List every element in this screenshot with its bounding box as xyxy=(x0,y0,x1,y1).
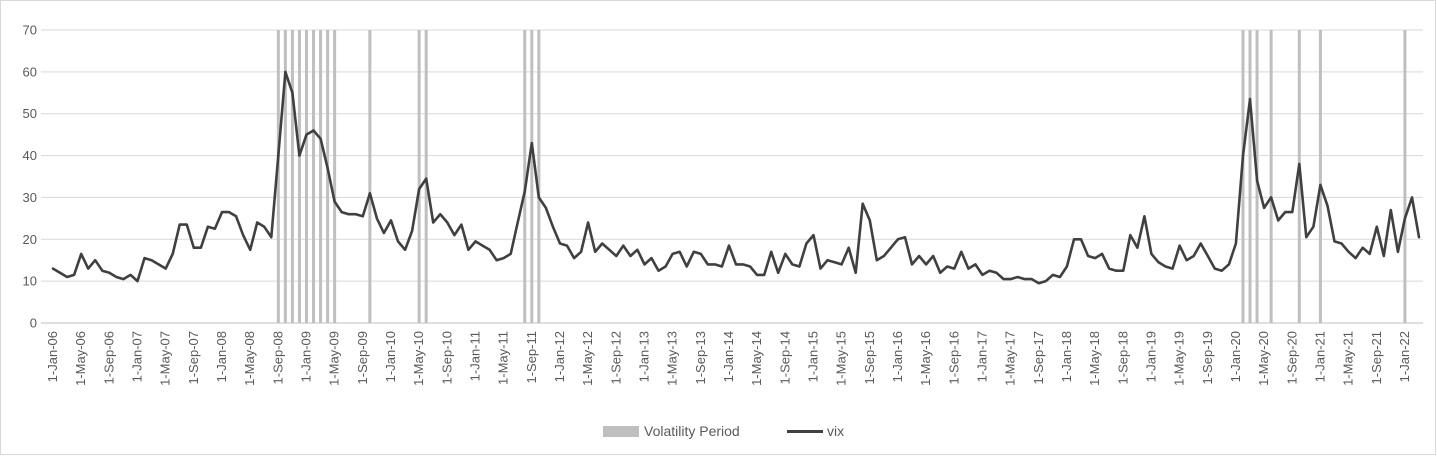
y-tick-label: 40 xyxy=(23,148,37,163)
x-tick-label: 1-Jan-16 xyxy=(890,331,905,382)
x-tick-label: 1-Sep-06 xyxy=(101,331,116,384)
x-tick-label: 1-Jan-18 xyxy=(1059,331,1074,382)
x-tick-label: 1-May-10 xyxy=(411,331,426,386)
x-tick-label: 1-May-13 xyxy=(665,331,680,386)
y-tick-label: 70 xyxy=(23,23,37,38)
x-tick-label: 1-Sep-11 xyxy=(524,331,539,384)
x-tick-label: 1-Jan-06 xyxy=(45,331,60,382)
x-tick-label: 1-Jan-17 xyxy=(974,331,989,382)
volatility-period-bar xyxy=(537,30,541,323)
x-tick-label: 1-Jan-10 xyxy=(383,331,398,382)
x-tick-label: 1-May-20 xyxy=(1256,331,1271,386)
x-tick-label: 1-May-15 xyxy=(834,331,849,386)
x-tick-label: 1-Sep-15 xyxy=(862,331,877,384)
legend-label-vix: vix xyxy=(827,423,844,439)
volatility-period-bar xyxy=(368,30,372,323)
x-tick-label: 1-May-21 xyxy=(1341,331,1356,386)
volatility-period-bar xyxy=(1248,30,1252,323)
y-tick-label: 30 xyxy=(23,190,37,205)
x-tick-label: 1-May-12 xyxy=(580,331,595,386)
x-tick-label: 1-May-11 xyxy=(496,331,511,385)
x-tick-label: 1-May-17 xyxy=(1003,331,1018,386)
legend-swatch-volatility-period xyxy=(603,426,639,437)
volatility-period-bar xyxy=(333,30,337,323)
x-tick-label: 1-Sep-17 xyxy=(1031,331,1046,384)
x-tick-label: 1-Jan-09 xyxy=(298,331,313,382)
volatility-period-bar xyxy=(1403,30,1407,323)
x-tick-label: 1-Sep-12 xyxy=(608,331,623,384)
volatility-period-bar xyxy=(290,30,294,323)
y-tick-label: 0 xyxy=(30,316,37,331)
x-tick-label: 1-May-07 xyxy=(158,331,173,386)
volatility-period-bar xyxy=(1241,30,1245,323)
x-tick-label: 1-May-16 xyxy=(918,331,933,386)
x-tick-label: 1-Jan-19 xyxy=(1143,331,1158,382)
line-layer xyxy=(51,70,1421,285)
volatility-period-bar xyxy=(424,30,428,323)
volatility-period-bar xyxy=(297,30,301,323)
volatility-period-bar xyxy=(283,30,287,323)
volatility-period-bar xyxy=(1269,30,1273,323)
volatility-period-bar xyxy=(326,30,330,323)
x-tick-label: 1-May-14 xyxy=(749,331,764,386)
x-tick-label: 1-Jan-12 xyxy=(552,331,567,382)
x-tick-label: 1-May-09 xyxy=(327,331,342,386)
volatility-bars xyxy=(276,30,1407,323)
legend-label-volatility-period: Volatility Period xyxy=(644,423,740,439)
gridlines xyxy=(41,29,1423,324)
x-tick-label: 1-Sep-10 xyxy=(439,331,454,384)
x-tick-label: 1-Sep-21 xyxy=(1369,331,1384,384)
x-tick-label: 1-Sep-18 xyxy=(1115,331,1130,384)
x-tick-label: 1-Sep-13 xyxy=(693,331,708,384)
x-tick-label: 1-May-18 xyxy=(1087,331,1102,386)
x-tick-label: 1-Jan-11 xyxy=(467,331,482,381)
volatility-period-bar xyxy=(523,30,527,323)
vix-line xyxy=(51,70,1421,285)
x-tick-label: 1-Jan-07 xyxy=(129,331,144,382)
legend: Volatility Period vix xyxy=(603,423,844,439)
volatility-period-bar xyxy=(530,30,534,323)
x-tick-label: 1-Sep-09 xyxy=(355,331,370,384)
x-tick-label: 1-Jan-20 xyxy=(1228,331,1243,382)
volatility-period-bar xyxy=(319,30,323,323)
volatility-period-bar xyxy=(312,30,316,323)
volatility-period-bar xyxy=(1318,30,1322,323)
x-tick-label: 1-Jan-14 xyxy=(721,331,736,382)
y-tick-label: 10 xyxy=(23,274,37,289)
x-tick-label: 1-Jan-22 xyxy=(1397,331,1412,382)
y-tick-label: 20 xyxy=(23,232,37,247)
volatility-period-bar xyxy=(304,30,308,323)
y-tick-label: 50 xyxy=(23,106,37,121)
x-tick-label: 1-Jan-15 xyxy=(805,331,820,382)
volatility-period-bar xyxy=(276,30,280,323)
x-tick-label: 1-Sep-20 xyxy=(1284,331,1299,384)
x-tick-label: 1-Jan-08 xyxy=(214,331,229,382)
x-tick-label: 1-Sep-16 xyxy=(946,331,961,384)
x-tick-label: 1-May-08 xyxy=(242,331,257,386)
x-tick-label: 1-Jan-13 xyxy=(636,331,651,382)
x-axis-ticks: 1-Jan-06 1-May-06 1-Sep-06 1-Jan-07 1-May-07… xyxy=(45,331,1412,386)
x-tick-label: 1-May-06 xyxy=(73,331,88,386)
volatility-period-bar xyxy=(417,30,421,323)
x-tick-label: 1-Sep-07 xyxy=(186,331,201,384)
x-tick-label: 1-May-19 xyxy=(1172,331,1187,386)
y-axis-ticks: 0 10 20 30 40 50 60 70 xyxy=(23,23,37,331)
x-tick-label: 1-Sep-19 xyxy=(1200,331,1215,384)
y-tick-label: 60 xyxy=(23,64,37,79)
x-tick-label: 1-Sep-08 xyxy=(270,331,285,384)
x-tick-label: 1-Sep-14 xyxy=(777,331,792,384)
x-tick-label: 1-Jan-21 xyxy=(1312,331,1327,382)
